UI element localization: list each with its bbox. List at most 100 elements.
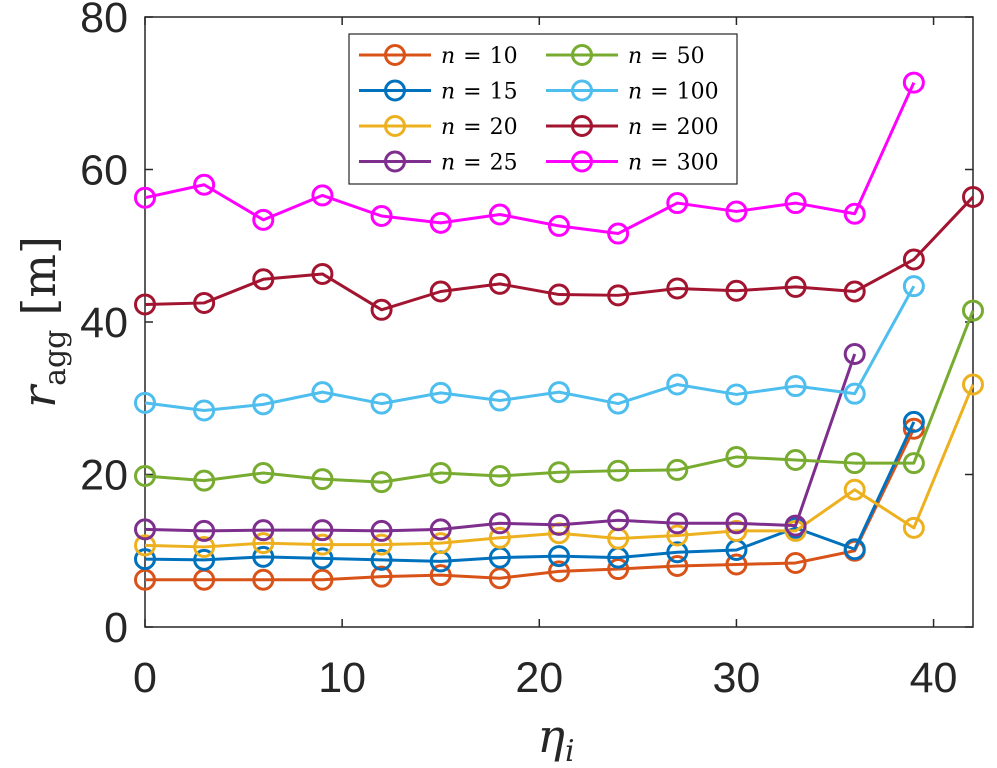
legend-marker [384,44,406,66]
data-point [429,461,452,484]
x-axis-label-main: η [537,709,565,763]
data-point [607,392,630,415]
y-tick-label: 40 [80,299,128,347]
data-point [666,192,689,215]
series-n10 [134,417,925,591]
legend-box [348,33,738,185]
legend-label: n = 20 [441,115,518,140]
data-point [370,548,393,571]
data-point [666,541,689,564]
legend-entry: n = 50 [546,44,705,69]
data-point [193,469,216,492]
data-point [607,509,630,532]
legend-marker [571,150,593,173]
data-point [311,519,334,542]
data-point [725,512,748,535]
data-point [902,275,925,298]
data-point [370,471,393,494]
series-line [144,353,857,533]
legend-entry: n = 100 [546,79,719,105]
data-point [784,275,807,298]
legend-label: n = 100 [628,80,719,105]
data-point [548,560,570,583]
data-point [488,465,511,488]
data-point [784,514,807,537]
data-point [134,391,156,414]
x-tick-label: 40 [910,654,958,702]
data-point [488,272,511,295]
data-point [607,459,630,482]
data-point [725,553,748,576]
data-point [607,284,630,307]
data-point [666,524,689,547]
data-point [134,465,156,488]
x-tick-label: 30 [713,654,761,702]
data-point [429,381,452,404]
data-point [193,399,216,422]
x-axis-label-sub: i [565,734,575,768]
legend-marker [384,115,406,137]
data-point [666,277,689,300]
y-axis-label: ragg [m] [12,236,73,408]
legend-entry: n = 300 [546,150,719,176]
data-point [843,478,866,501]
legend: n = 10 n = 50 n = 15 n = 100 n = 20 n = 200 n = 25 n = 300 [348,33,738,185]
data-point [902,71,925,94]
data-point [134,548,156,571]
series-n50 [134,299,984,494]
data-point [548,214,570,237]
data-point [843,452,866,475]
series-line [144,310,975,484]
data-point [902,417,925,440]
data-point [370,298,393,321]
x-axis-label: ηi [537,709,574,768]
data-point [488,567,511,590]
data-point [488,512,511,535]
data-point [666,512,689,535]
data-point [311,547,334,570]
data-point [134,534,156,557]
data-point [311,262,334,285]
legend-entry: n = 20 [359,115,518,140]
data-point [962,373,984,396]
legend-marker [571,115,593,137]
series-n100 [134,275,925,422]
data-point [843,382,866,405]
y-axis-label-main: r [12,383,66,408]
data-point [843,202,866,225]
x-tick-label: 20 [515,654,563,702]
data-point [902,410,925,433]
data-point [725,519,748,542]
data-point [548,283,570,306]
data-point [311,568,334,591]
legend-label: n = 15 [441,80,518,105]
data-point [429,564,452,587]
x-tick-label: 10 [318,654,366,702]
data-point [548,513,570,536]
data-point [843,343,866,366]
legend-marker [384,79,406,102]
data-point [429,211,452,234]
data-point [902,248,925,271]
y-tick-label: 80 [80,0,128,42]
data-point [370,392,393,415]
series-layer [134,71,984,591]
data-point [252,532,275,555]
data-point [134,186,156,209]
data-point [311,184,334,207]
data-point [666,458,689,481]
y-axis-label-sub: agg [38,330,73,386]
data-point [725,383,748,406]
data-point [607,222,630,245]
data-point [784,192,807,215]
data-point [548,545,570,568]
data-point [429,280,452,303]
data-point [193,173,216,196]
legend-entry: n = 15 [359,79,518,105]
data-point [488,203,511,226]
data-point [311,468,334,491]
data-point [725,445,748,468]
data-point [784,375,807,398]
legend-entry: n = 25 [359,150,518,176]
